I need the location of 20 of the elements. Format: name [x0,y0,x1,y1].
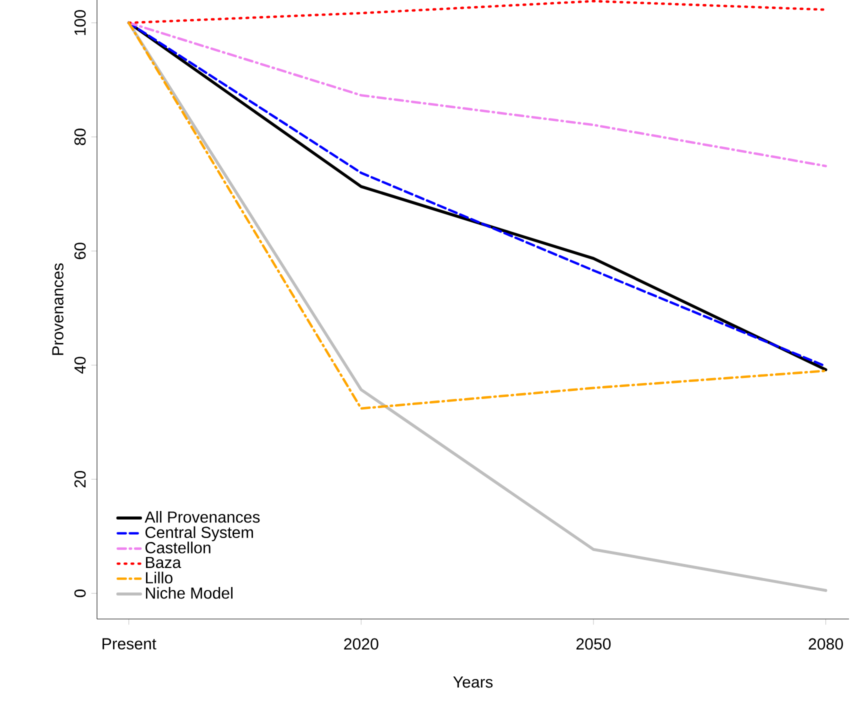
y-axis-title: Provenances [52,263,64,355]
line-series [128,22,827,168]
y-tick-label: 20 [74,470,86,488]
line-series [128,0,827,24]
x-tick-label: 2080 [808,638,843,650]
y-tick-label: 0 [74,589,86,598]
x-tick-label: Present [102,638,156,650]
y-tick-label: 40 [74,356,86,374]
x-axis-title: Years [453,676,493,688]
legend-label: All Provenances [144,510,260,523]
legend-label: Lillo [146,572,172,584]
y-tick-label: 100 [74,10,86,35]
x-tick-label: 2020 [344,638,378,650]
y-tick-label: 80 [74,128,86,146]
x-tick-label: 2050 [576,638,611,650]
y-tick-label: 60 [74,242,86,260]
legend-label: Baza [146,556,182,568]
legend-label: Castellon [145,542,210,554]
legend-label: Niche Model [146,587,233,599]
legend-label: Central System [145,526,253,542]
